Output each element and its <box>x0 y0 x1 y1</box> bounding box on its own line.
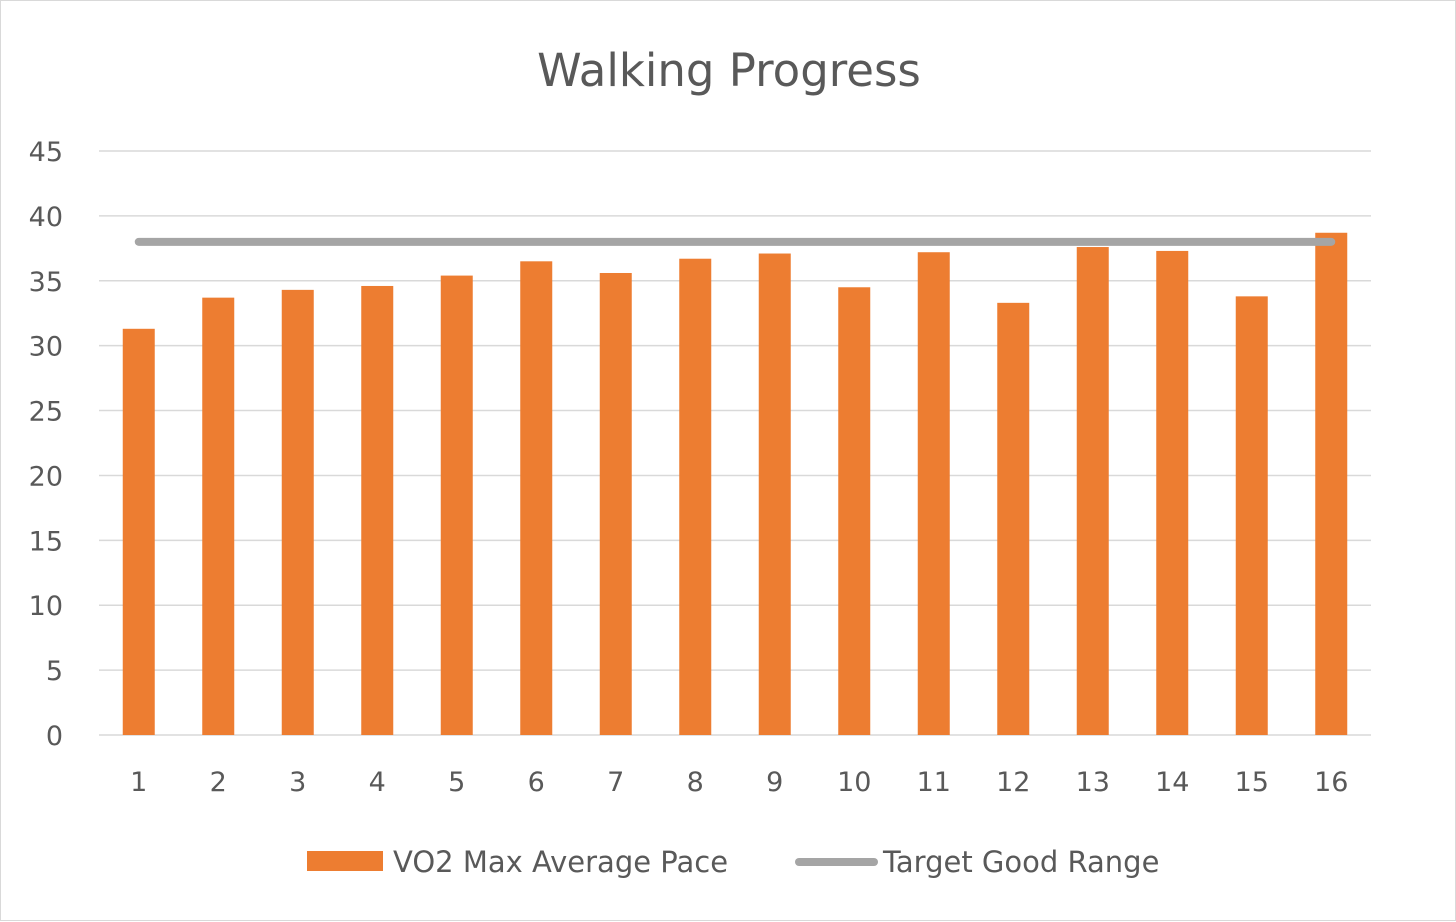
x-axis-tick-labels: 1 2 3 4 5 6 7 8 9 10 11 12 13 14 15 16 <box>130 767 1348 798</box>
y-tick-label: 20 <box>29 461 63 492</box>
x-tick-label: 15 <box>1235 767 1269 798</box>
y-tick-label: 45 <box>29 137 63 168</box>
bar <box>917 252 950 735</box>
y-tick-label: 0 <box>46 721 63 752</box>
bar <box>599 272 632 735</box>
bar <box>1156 250 1189 735</box>
bar <box>520 261 553 735</box>
y-tick-label: 5 <box>46 656 63 687</box>
bar <box>997 302 1030 735</box>
bar <box>1235 296 1268 735</box>
chart-title: Walking Progress <box>537 44 921 97</box>
x-tick-label: 4 <box>369 767 386 798</box>
x-tick-label: 1 <box>130 767 147 798</box>
bar <box>679 258 712 735</box>
bar-series <box>122 232 1348 735</box>
y-tick-label: 40 <box>29 202 63 233</box>
x-tick-label: 2 <box>210 767 227 798</box>
y-tick-label: 35 <box>29 267 63 298</box>
x-tick-label: 11 <box>917 767 951 798</box>
x-tick-label: 8 <box>687 767 704 798</box>
x-tick-label: 14 <box>1155 767 1189 798</box>
x-tick-label: 13 <box>1076 767 1110 798</box>
bar <box>838 287 871 735</box>
legend: VO2 Max Average Pace Target Good Range <box>307 845 1159 879</box>
x-tick-label: 12 <box>996 767 1030 798</box>
legend-label-line: Target Good Range <box>882 845 1159 879</box>
x-tick-label: 6 <box>528 767 545 798</box>
y-tick-label: 15 <box>29 526 63 557</box>
legend-swatch-bar <box>307 851 383 871</box>
legend-label-bar: VO2 Max Average Pace <box>393 845 728 879</box>
x-tick-label: 10 <box>837 767 871 798</box>
x-tick-label: 9 <box>766 767 783 798</box>
y-tick-label: 30 <box>29 332 63 363</box>
y-tick-label: 10 <box>29 591 63 622</box>
bar <box>758 253 791 735</box>
x-tick-label: 7 <box>607 767 624 798</box>
y-tick-label: 25 <box>29 397 63 428</box>
x-tick-label: 3 <box>289 767 306 798</box>
bar <box>1076 247 1109 735</box>
x-tick-label: 5 <box>448 767 465 798</box>
bar <box>122 328 155 735</box>
bar <box>361 285 394 735</box>
bar <box>202 297 235 735</box>
bar <box>281 289 314 735</box>
y-axis-tick-labels: 0 5 10 15 20 25 30 35 40 45 <box>29 137 63 752</box>
bar <box>440 275 473 735</box>
bar <box>1315 232 1348 735</box>
x-tick-label: 16 <box>1314 767 1348 798</box>
